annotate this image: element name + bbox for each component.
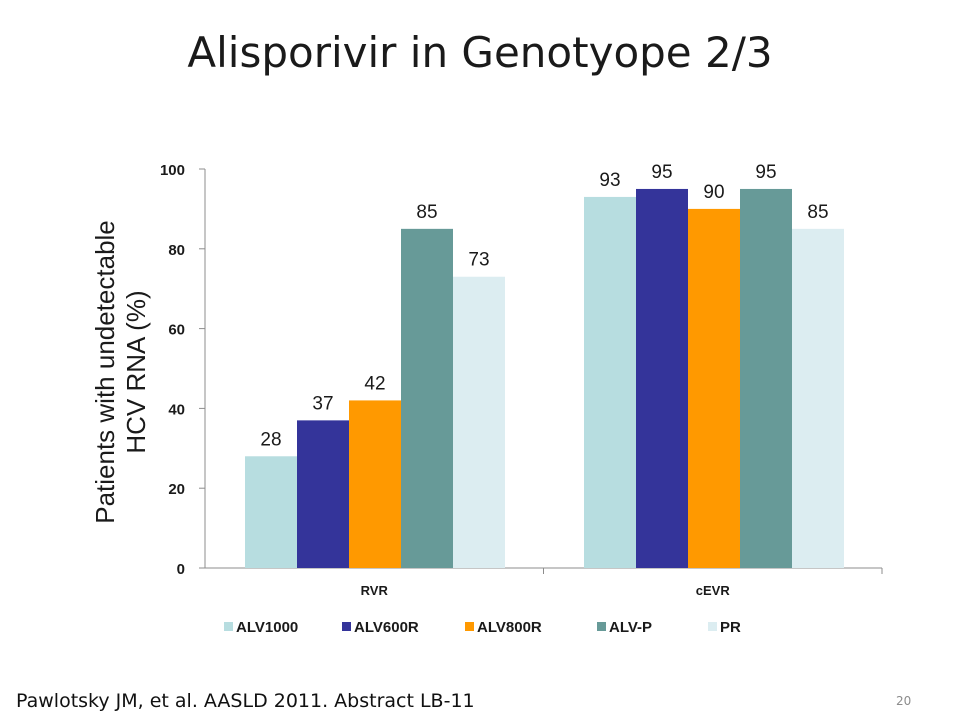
data-label: 85	[807, 202, 828, 223]
data-label: 95	[755, 162, 776, 183]
plot-area: 0 20 40 60 80 100 28 37 42 85 73 RVR 93 95 90 95 85 cEVR	[160, 162, 883, 598]
page-number: 20	[896, 694, 912, 708]
data-label: 95	[651, 162, 672, 183]
y-axis-title-line1: Patients with undetectable	[90, 220, 120, 524]
bar-alv-p-rvr	[401, 228, 453, 568]
bar-alv1000-cevr	[584, 196, 636, 568]
data-label: 93	[599, 170, 620, 191]
bar-pr-rvr	[453, 276, 505, 568]
bar-alv800r-cevr	[688, 208, 740, 568]
legend-swatch-alv600r	[342, 622, 351, 631]
data-label: 37	[312, 393, 333, 414]
bar-alv-p-cevr	[740, 188, 792, 568]
y-tick-label: 40	[168, 401, 185, 418]
legend-swatch-alv1000	[224, 622, 233, 631]
legend-label-alv-p: ALV-P	[609, 619, 652, 636]
slide-title: Alisporivir in Genotyope 2/3	[187, 28, 773, 77]
legend-label-alv600r: ALV600R	[354, 619, 419, 636]
y-tick-label: 60	[168, 322, 185, 339]
citation: Pawlotsky JM, et al. AASLD 2011. Abstrac…	[16, 690, 475, 712]
y-tick-label: 20	[168, 481, 185, 498]
bar-alv1000-rvr	[245, 456, 297, 568]
legend-swatch-alv-p	[597, 622, 606, 631]
data-label: 85	[416, 202, 437, 223]
y-axis-title: Patients with undetectable HCV RNA (%)	[90, 220, 151, 524]
y-tick-label: 100	[160, 162, 185, 179]
legend-swatch-pr	[708, 622, 717, 631]
bar-pr-cevr	[792, 228, 844, 568]
y-tick-label: 0	[177, 561, 185, 578]
x-tick-label: cEVR	[696, 583, 731, 598]
legend-label-alv800r: ALV800R	[477, 619, 542, 636]
y-tick-label: 80	[168, 242, 185, 259]
bar-alv600r-rvr	[297, 420, 349, 568]
y-axis-title-line2: HCV RNA (%)	[121, 290, 151, 453]
legend-swatch-alv800r	[465, 622, 474, 631]
data-label: 42	[364, 373, 385, 394]
data-label: 73	[468, 250, 489, 271]
bar-alv800r-rvr	[349, 400, 401, 568]
legend-label-pr: PR	[720, 619, 741, 636]
x-tick-label: RVR	[361, 583, 389, 598]
data-label: 28	[260, 429, 281, 450]
legend-label-alv1000: ALV1000	[236, 619, 298, 636]
bar-alv600r-cevr	[636, 188, 688, 568]
data-label: 90	[703, 182, 724, 203]
legend: ALV1000 ALV600R ALV800R ALV-P PR	[224, 619, 741, 636]
